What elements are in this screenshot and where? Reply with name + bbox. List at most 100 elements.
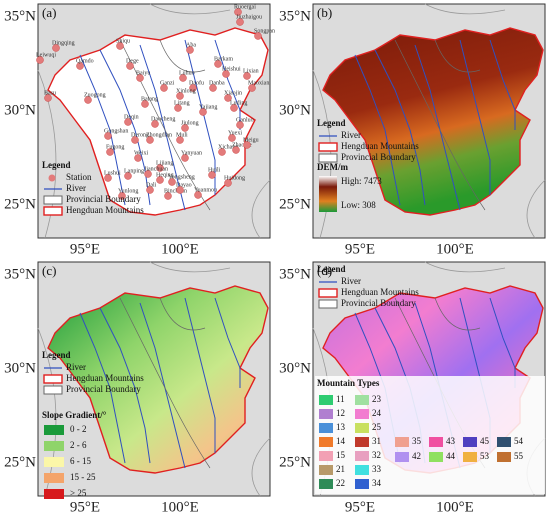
station xyxy=(208,171,216,179)
type-label: 35 xyxy=(412,436,422,446)
lon-tick-label: 100°E xyxy=(436,499,474,515)
slope-swatch xyxy=(44,425,64,435)
provincial-boundary xyxy=(119,297,211,469)
station xyxy=(124,172,132,180)
slope-label: > 25 xyxy=(70,488,87,498)
type-swatch xyxy=(497,452,511,462)
station-name: Litang xyxy=(174,100,190,106)
type-swatch xyxy=(463,437,477,447)
type-label: 23 xyxy=(372,394,382,404)
legend-label: Hengduan Mountains xyxy=(341,287,419,297)
station xyxy=(131,136,139,144)
legend-label: River xyxy=(341,276,361,286)
station xyxy=(124,118,132,126)
type-label: 12 xyxy=(336,408,345,418)
slope-title: Slope Gradient/° xyxy=(42,410,107,420)
station xyxy=(44,94,52,102)
station xyxy=(176,136,184,144)
station-name: Lixian xyxy=(243,68,259,74)
lon-tick-label: 95°E xyxy=(345,241,375,257)
lon-tick-label: 100°E xyxy=(436,241,474,257)
station xyxy=(176,186,184,194)
station-name: Weixi xyxy=(134,150,149,156)
legend-symbol xyxy=(43,374,63,384)
station-name: Basu xyxy=(44,90,56,96)
station xyxy=(254,32,262,40)
station-name: Yongsheng xyxy=(168,174,195,180)
station xyxy=(179,74,187,82)
legend-label: Hengduan Mountains xyxy=(341,141,419,151)
slope-swatch xyxy=(44,441,64,451)
lon-tick-label: 95°E xyxy=(70,241,100,257)
type-label: 33 xyxy=(372,464,382,474)
station-name: Songpan xyxy=(254,28,275,34)
station-name: Qamdo xyxy=(76,58,94,64)
station xyxy=(222,70,230,78)
station xyxy=(151,120,159,128)
legend-symbol xyxy=(318,153,338,163)
panel-label: (b) xyxy=(317,5,332,20)
station-name: Ganzi xyxy=(160,80,175,86)
slope-label: 6 - 15 xyxy=(70,456,91,466)
lat-tick-label: 25°N xyxy=(279,454,311,470)
station xyxy=(218,148,226,156)
legend-title: Legend xyxy=(317,118,346,128)
legend-label: River xyxy=(341,130,361,140)
station xyxy=(181,124,189,132)
station-name: Zhongdian xyxy=(146,132,172,138)
legend-label: River xyxy=(66,183,86,193)
station xyxy=(228,134,236,142)
dem-low: Low: 308 xyxy=(341,200,376,210)
legend-symbol xyxy=(318,142,338,152)
legend-label: Provincial Boundary xyxy=(66,384,141,394)
type-label: 24 xyxy=(372,408,382,418)
station xyxy=(160,84,168,92)
slope-swatch xyxy=(44,457,64,467)
lat-tick-label: 25°N xyxy=(4,454,36,470)
type-swatch xyxy=(355,423,369,433)
station xyxy=(243,141,251,149)
station-name: Dali xyxy=(146,182,157,188)
station-name: Leiwuqi xyxy=(36,52,56,58)
station xyxy=(134,154,142,162)
station xyxy=(146,186,154,194)
station xyxy=(104,174,112,182)
slope-swatch xyxy=(44,473,64,483)
river xyxy=(214,297,241,388)
station-name: Lanping xyxy=(124,168,144,174)
station-name: Xiaojin xyxy=(224,90,242,96)
lat-tick-label: 30°N xyxy=(4,102,36,118)
type-swatch xyxy=(319,479,333,489)
legend-label: Provincial Boundary xyxy=(66,194,141,204)
station-name: Xinlong xyxy=(176,88,196,94)
station-name: Dege xyxy=(126,58,139,64)
type-label: 45 xyxy=(480,436,490,446)
legend-title: Legend xyxy=(42,350,71,360)
station-name: Jiuzhaigou xyxy=(236,14,262,20)
slope-swatch xyxy=(44,489,64,499)
slope-label: 0 - 2 xyxy=(70,424,87,434)
type-label: 55 xyxy=(514,451,524,461)
station-name: Daocheng xyxy=(151,116,175,122)
legend-symbol xyxy=(43,385,63,395)
type-swatch xyxy=(429,452,443,462)
lat-tick-label: 25°N xyxy=(4,196,36,212)
type-swatch xyxy=(319,423,333,433)
station xyxy=(106,148,114,156)
type-label: 54 xyxy=(514,436,524,446)
legend-symbol xyxy=(318,288,338,298)
station-name: Yuanmou xyxy=(194,187,217,193)
river xyxy=(459,39,491,195)
type-swatch xyxy=(497,437,511,447)
station-name: Yanyuan xyxy=(181,150,202,156)
legend-title: Legend xyxy=(317,264,346,274)
river xyxy=(99,49,151,206)
lat-tick-label: 30°N xyxy=(279,102,311,118)
station-name: Deqin xyxy=(124,114,139,120)
type-swatch xyxy=(319,409,333,419)
station xyxy=(168,178,176,186)
legend-title: Legend xyxy=(42,160,71,170)
station-name: Ganluo xyxy=(236,117,254,123)
station xyxy=(248,84,256,92)
type-label: 22 xyxy=(336,478,345,488)
